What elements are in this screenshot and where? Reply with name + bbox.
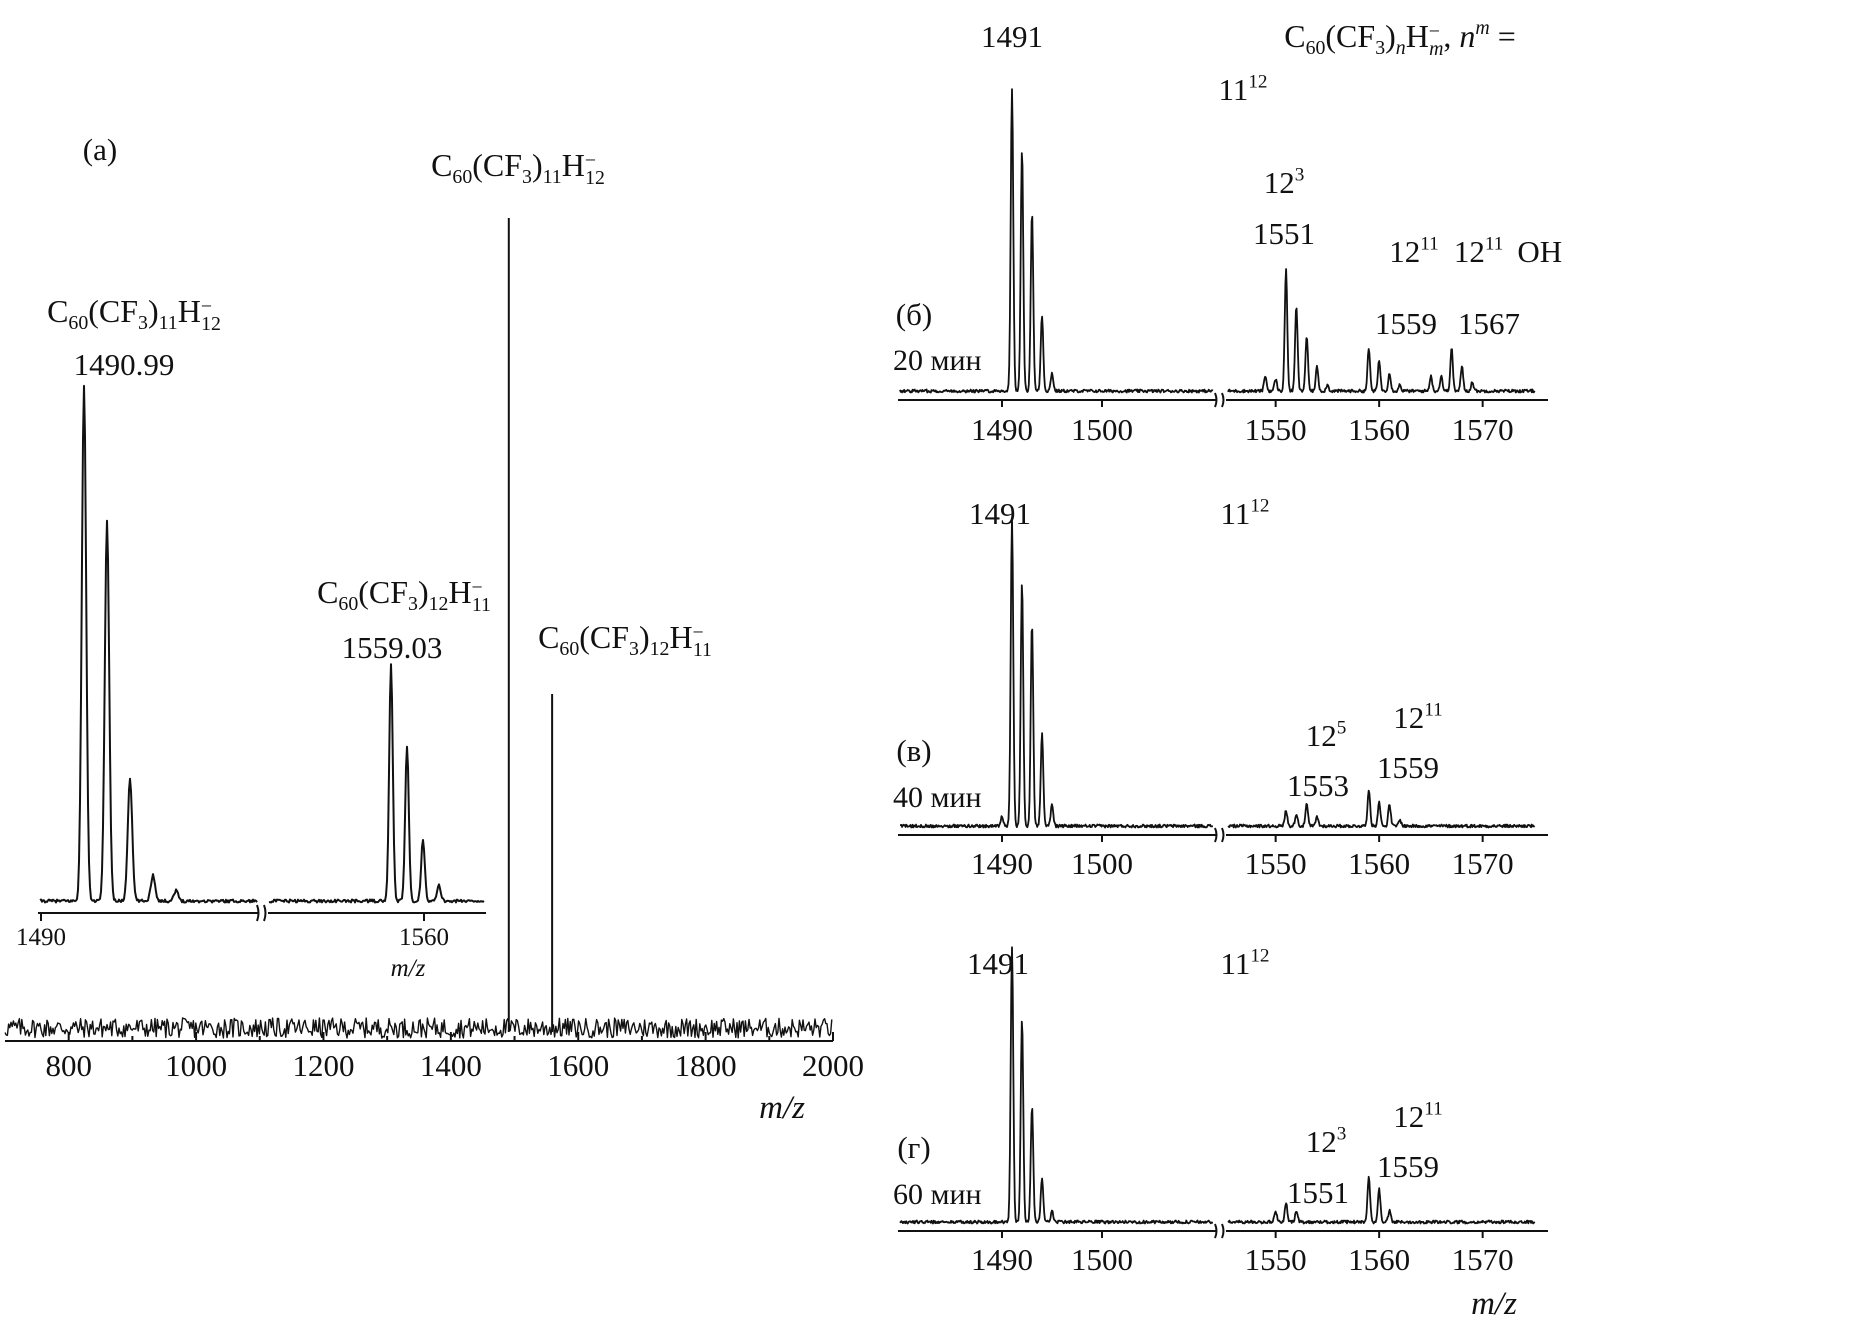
x-tick-label-g-1570: 1570: [1452, 1242, 1514, 1277]
annotation-value-g-2: 1551: [1287, 1175, 1349, 1210]
x-tick-label-g-1490: 1490: [971, 1242, 1033, 1277]
time-label-v: 40 мин: [893, 781, 982, 814]
annotation-value-v-3: 1559: [1377, 750, 1439, 785]
inset-annotation-formula-1559: C60(CF3)12H−11​: [317, 574, 491, 616]
annotation-nm-g-3: 1211: [1393, 1099, 1443, 1134]
axis-break-g: [1214, 1223, 1225, 1239]
inset-x-axis-label: m/z: [391, 955, 426, 982]
inset-annotation-value-1491: 1490.99: [74, 347, 175, 382]
header-formula: C60(CF3)nH− m, nm =: [1284, 17, 1516, 60]
annotation-nm-v-3: 1211: [1393, 700, 1443, 735]
inset-axis-break: [256, 904, 267, 922]
annotation-value-g-3: 1559: [1377, 1149, 1439, 1184]
inset-trace-right: [268, 663, 485, 904]
trace-left-g: [899, 946, 1214, 1225]
annotation-formula-1559: C60(CF3)12H−11​: [538, 619, 712, 661]
annotation-value-v-2: 1553: [1287, 768, 1349, 803]
trace-right-g: [1227, 1175, 1536, 1225]
annotation-value-g-0: 1491: [967, 946, 1029, 981]
x-tick-label-1400: 1400: [420, 1048, 482, 1083]
x-tick-label-g-1500: 1500: [1071, 1242, 1133, 1277]
time-label-b: 20 мин: [893, 344, 982, 377]
x-tick-label-v-1560: 1560: [1348, 846, 1410, 881]
inset-spectrum: 1490 1560 m/z C60(CF3)11H−12​ 1490.99 C60(CF3…: [16, 293, 491, 982]
annotation-value-b-4: 1567: [1458, 306, 1520, 341]
panel-label-a: (a): [83, 132, 117, 167]
annotation-nm-b-4: 1211 OH: [1454, 234, 1562, 269]
trace-right-b: [1227, 268, 1536, 394]
x-axis-label: m/z: [759, 1090, 805, 1126]
x-tick-label-g-1550: 1550: [1245, 1242, 1307, 1277]
annotation-nm-v-2: 125: [1306, 718, 1347, 753]
inset-annotation-formula-1491: C60(CF3)11H−12​: [47, 293, 221, 335]
panel-label-b: (б): [896, 297, 932, 332]
annotation-value-b-3: 1559: [1375, 306, 1437, 341]
panel-label-v: (в): [896, 733, 931, 768]
annotation-formula-1491: C60(CF3)11H−12​: [431, 147, 605, 189]
x-axis-label-g: m/z: [1471, 1286, 1517, 1322]
time-label-g: 60 мин: [893, 1178, 982, 1211]
x-tick-label-b-1570: 1570: [1452, 412, 1514, 447]
spectrum-panel-v: 1490 1500 1550 1560 1570 (в) 40 мин 1491 1112 125…: [893, 496, 1548, 881]
annotation-value-b-0: 1491: [981, 19, 1043, 54]
trace-left-b: [899, 88, 1214, 394]
noise-baseline: [4, 1017, 833, 1039]
annotation-nm-b-2: 123: [1264, 165, 1305, 200]
inset-x-tick-label-1490: 1490: [16, 924, 66, 951]
annotation-nm-g-1: 1112: [1220, 946, 1269, 981]
main-spectrum: 800 1000 1200 1400 1600 1800 2000 m/z (a) C60(CF3…: [4, 132, 864, 1126]
annotation-nm-b-3: 1211: [1389, 234, 1439, 269]
x-tick-label-g-1560: 1560: [1348, 1242, 1410, 1277]
x-tick-label-b-1490: 1490: [971, 412, 1033, 447]
x-tick-label-2000: 2000: [802, 1048, 864, 1083]
trace-left-v: [899, 517, 1214, 829]
spectrum-panel-b: 1490 1500 1550 1560 1570 (б) 20 мин 1491 1112 123…: [893, 17, 1562, 447]
x-tick-label-1000: 1000: [165, 1048, 227, 1083]
x-tick-label-800: 800: [45, 1048, 92, 1083]
inset-x-tick-label-1560: 1560: [399, 924, 449, 951]
annotation-nm-g-2: 123: [1306, 1124, 1347, 1159]
x-tick-label-v-1550: 1550: [1245, 846, 1307, 881]
axis-break-v: [1214, 827, 1225, 843]
x-tick-label-1800: 1800: [675, 1048, 737, 1083]
x-tick-label-b-1550: 1550: [1245, 412, 1307, 447]
annotation-value-v-0: 1491: [969, 496, 1031, 531]
x-tick-label-1600: 1600: [547, 1048, 609, 1083]
panel-label-g: (г): [897, 1130, 930, 1165]
x-tick-label-v-1490: 1490: [971, 846, 1033, 881]
x-tick-label-v-1500: 1500: [1071, 846, 1133, 881]
x-tick-label-b-1560: 1560: [1348, 412, 1410, 447]
annotation-nm-b-1: 1112: [1218, 72, 1267, 107]
inset-annotation-value-1559: 1559.03: [342, 630, 443, 665]
trace-right-v: [1227, 789, 1536, 829]
x-tick-label-b-1500: 1500: [1071, 412, 1133, 447]
x-tick-label-1200: 1200: [292, 1048, 354, 1083]
annotation-nm-v-1: 1112: [1220, 496, 1269, 531]
spectrum-panel-g: 1490 1500 1550 1560 1570 (г) 60 мин m/z 1491 1112…: [893, 946, 1548, 1322]
x-tick-label-v-1570: 1570: [1452, 846, 1514, 881]
annotation-value-b-2: 1551: [1253, 216, 1315, 251]
axis-break-b: [1214, 392, 1225, 408]
inset-trace-left: [39, 384, 258, 904]
